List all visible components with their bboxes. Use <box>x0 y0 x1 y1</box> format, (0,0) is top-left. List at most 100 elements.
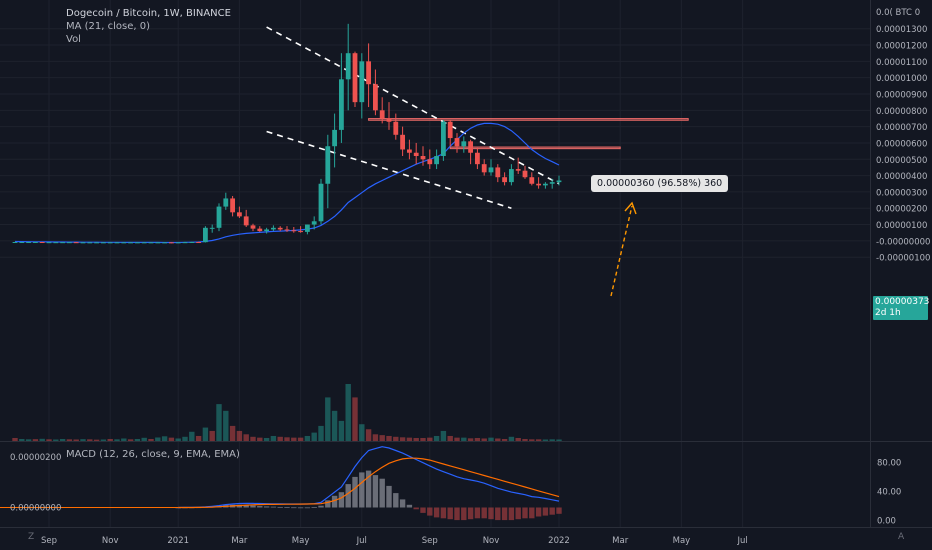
candle-body <box>243 216 249 226</box>
candle-body <box>87 242 93 244</box>
price-tick-label: 0.00000600 <box>876 139 927 149</box>
volume-bar <box>19 438 25 441</box>
volume-indicator-label[interactable]: Vol <box>66 34 81 45</box>
volume-bar <box>454 437 460 441</box>
volume-bar <box>393 436 399 441</box>
macd-left-tick: 0.00000200 <box>10 453 61 463</box>
volume-bar <box>529 439 535 441</box>
candle-body <box>400 134 405 150</box>
volume-bar <box>229 425 236 441</box>
signal-line <box>178 457 560 509</box>
symbol-title[interactable]: Dogecoin / Bitcoin, 1W, BINANCE <box>66 8 231 19</box>
volume-bar <box>291 437 297 441</box>
macd-hist-bar <box>331 495 338 508</box>
volume-bar <box>365 429 372 441</box>
time-tick-label: Sep <box>41 536 57 546</box>
volume-bar <box>542 439 549 441</box>
candle-body <box>155 242 161 244</box>
candle-body <box>495 167 501 178</box>
candle-body <box>73 242 79 244</box>
candle-body <box>325 146 331 184</box>
volume-bar <box>474 437 481 441</box>
volume-bar <box>209 430 215 441</box>
macd-hist-bar <box>284 507 290 508</box>
candle-body <box>26 242 31 244</box>
macd-hist-bar <box>318 505 324 508</box>
macd-hist-bar <box>529 507 535 519</box>
candle-body <box>454 138 460 147</box>
volume-bar <box>148 438 154 441</box>
candle-body <box>39 242 45 244</box>
candle-body <box>257 228 263 232</box>
macd-hist-bar <box>399 499 406 508</box>
price-tick-label: 0.0( BTC 0 <box>876 8 920 18</box>
volume-bar <box>270 435 277 441</box>
volume-bar <box>297 437 304 441</box>
candle-body <box>284 229 290 231</box>
macd-hist-bar <box>250 505 256 508</box>
volume-bar <box>331 410 338 441</box>
macd-hist-bar <box>440 507 447 519</box>
candle-body <box>237 212 242 217</box>
price-tick-label: 0.00000900 <box>876 90 927 100</box>
candle-body <box>345 53 351 80</box>
candle-body <box>53 242 59 244</box>
macd-hist-bar <box>413 507 419 510</box>
candle-body <box>271 227 276 230</box>
candle-body <box>332 129 337 147</box>
volume-bar <box>202 427 209 441</box>
time-tick-label: Nov <box>483 536 500 546</box>
candle-body <box>549 182 555 184</box>
candle-body <box>502 177 507 183</box>
volume-bar <box>87 439 93 441</box>
volume-bar <box>345 384 351 441</box>
candle-body <box>169 242 174 244</box>
time-tick-label: 2022 <box>548 536 570 546</box>
volume-bar <box>359 424 365 441</box>
macd-hist-bar <box>508 507 515 521</box>
candle-body <box>121 242 127 244</box>
candle-body <box>107 242 113 244</box>
candle-body <box>135 242 140 244</box>
candle-body <box>277 227 283 230</box>
volume-bar <box>155 437 161 441</box>
macd-hist-bar <box>433 507 440 518</box>
volume-bar <box>168 437 175 441</box>
volume-bar <box>263 437 270 441</box>
candle-body <box>413 152 419 157</box>
measure-label[interactable]: 0.00000360 (96.58%) 360 <box>591 175 729 192</box>
ma-indicator-label[interactable]: MA (21, close, 0) <box>66 21 151 32</box>
volume-bar <box>406 437 413 441</box>
macd-hist-bar <box>420 507 426 513</box>
last-price-value: 0.00000373 <box>875 297 930 307</box>
candle-body <box>298 231 303 233</box>
auto-scale-icon[interactable]: A <box>898 532 905 542</box>
candle-body <box>522 170 528 178</box>
price-tick-label: -0.00000100 <box>876 254 930 264</box>
candle-body <box>373 84 378 111</box>
candle-body <box>509 169 514 183</box>
volume-bar <box>134 438 141 441</box>
candles <box>12 23 562 244</box>
candle-body <box>223 198 229 207</box>
macd-hist-bar <box>515 507 521 520</box>
macd-hist-bar <box>297 507 304 509</box>
macd-hist-bar <box>406 504 413 508</box>
macd-hist-bar <box>488 507 494 520</box>
macd-hist-bar <box>359 472 365 508</box>
candle-body <box>393 121 399 135</box>
macd-hist-bar <box>495 507 501 521</box>
zoom-reset-icon[interactable]: Z <box>28 532 35 542</box>
volume-bar <box>379 435 385 441</box>
candle-body <box>311 221 317 225</box>
volume-bar <box>59 438 66 441</box>
macd-legend[interactable]: MACD (12, 26, close, 9, EMA, EMA) <box>66 449 240 460</box>
time-tick-label: Sep <box>422 536 438 546</box>
candle-body <box>475 152 480 165</box>
volume-bar <box>243 434 249 441</box>
volume-bar <box>338 420 345 441</box>
macd-histogram <box>175 470 562 521</box>
macd-hist-bar <box>277 506 283 508</box>
candle-body <box>80 242 86 244</box>
